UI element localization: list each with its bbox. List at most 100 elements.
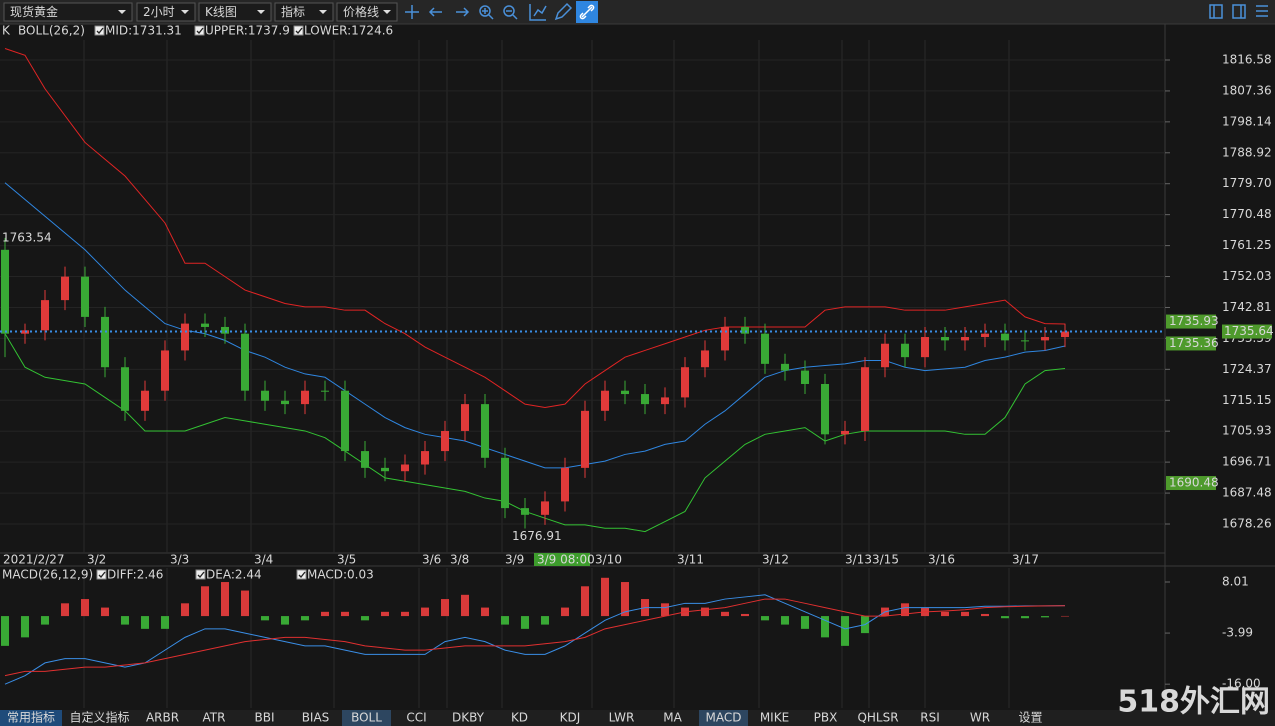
macd-bar (161, 616, 169, 629)
candle-body (921, 337, 929, 358)
tab[interactable] (801, 710, 850, 726)
tab[interactable] (342, 710, 391, 726)
zoom-in-icon[interactable] (479, 5, 491, 17)
tab[interactable] (750, 710, 799, 726)
candle-body (681, 367, 689, 398)
candle-body (501, 457, 509, 509)
x-tick-label: 3/13 (845, 553, 872, 567)
candle-body (61, 276, 69, 301)
tab[interactable] (137, 710, 188, 726)
select-box[interactable] (136, 2, 196, 22)
candle-body (1061, 331, 1069, 338)
select-box[interactable] (336, 2, 398, 22)
macd-bar (361, 616, 369, 621)
macd-bar (81, 599, 89, 617)
macd-line (4, 598, 1066, 677)
x-tick-label: 2021/2/27 (3, 553, 65, 567)
candle-body (281, 400, 289, 405)
candle-body (161, 350, 169, 391)
price-tag-box (1166, 314, 1216, 329)
candle-body (1021, 340, 1029, 342)
tab[interactable] (956, 710, 1004, 726)
y-tick-label: 8.01 (1222, 575, 1249, 589)
left-icon[interactable] (428, 7, 442, 17)
right-icon[interactable] (456, 7, 470, 17)
tab[interactable] (291, 710, 340, 726)
tab[interactable] (393, 710, 440, 726)
tab[interactable] (190, 710, 238, 726)
x-tick-label: 3/11 (677, 553, 704, 567)
macd-bar (981, 613, 989, 617)
tab-label: KD (511, 711, 528, 725)
x-tick-label: 3/3 (170, 553, 189, 567)
macd-bar (201, 586, 209, 617)
tab[interactable] (442, 710, 494, 726)
checkmark (196, 27, 204, 34)
crosshair-icon[interactable] (405, 5, 419, 19)
tab-label: 自定义指标 (69, 710, 129, 725)
select-box[interactable] (274, 2, 334, 22)
legend-checkbox[interactable] (96, 569, 107, 580)
legend-item: DIFF:2.46 (107, 568, 163, 582)
candle-body (1041, 337, 1049, 341)
tab[interactable] (852, 710, 904, 726)
candle-body (1, 249, 9, 334)
tab[interactable] (496, 710, 543, 726)
macd-bar (101, 607, 109, 617)
select-box[interactable] (3, 2, 133, 22)
tab-label: RSI (920, 711, 940, 725)
tab[interactable] (906, 710, 954, 726)
layout-icon-2[interactable] (1232, 4, 1246, 19)
tab[interactable] (597, 710, 646, 726)
layout-icon[interactable] (1209, 4, 1223, 19)
tab[interactable] (699, 710, 748, 726)
checkmark (96, 27, 104, 34)
x-tick-label: 3/17 (1012, 553, 1039, 567)
boll-line (4, 48, 1066, 408)
legend-item: DEA:2.44 (206, 568, 262, 582)
macd-bar (821, 616, 829, 638)
macd-bar (341, 611, 349, 617)
scale-icon[interactable] (529, 4, 547, 21)
x-tick-label: 3/6 (422, 553, 441, 567)
tab[interactable] (1006, 710, 1055, 726)
candle-body (141, 390, 149, 411)
candle-body (521, 508, 529, 515)
tab-label: BIAS (302, 711, 330, 725)
tab[interactable] (545, 710, 595, 726)
legend-checkbox[interactable] (296, 569, 307, 580)
y-tick-label: 1798.14 (1222, 114, 1272, 128)
macd-bar (441, 599, 449, 617)
macd-bar (501, 616, 509, 625)
macd-bar (1041, 616, 1049, 618)
draw-icon[interactable] (554, 2, 573, 21)
macd-bar (401, 611, 409, 617)
legend-checkbox[interactable] (195, 569, 206, 580)
legend-checkbox[interactable] (293, 25, 304, 36)
candle-body (741, 326, 749, 334)
y-tick-label: 1816.58 (1222, 52, 1272, 66)
candle-body (581, 410, 589, 468)
y-tick-label: 1752.03 (1222, 269, 1272, 283)
tab[interactable] (240, 710, 289, 726)
x-tick-label: 3/10 (595, 553, 622, 567)
candle-body (481, 404, 489, 458)
legend-checkbox[interactable] (194, 25, 205, 36)
x-tick-label: 3/5 (337, 553, 356, 567)
select-box[interactable] (198, 2, 272, 22)
tab[interactable] (64, 710, 135, 726)
macd-bar (581, 586, 589, 617)
candle-body (901, 343, 909, 358)
macd-bar (261, 616, 269, 621)
legend-checkbox[interactable] (94, 25, 105, 36)
tab[interactable] (648, 710, 697, 726)
menu-icon[interactable] (1256, 5, 1268, 17)
macd-bar (601, 577, 609, 617)
candle-body (41, 300, 49, 331)
zoom-out-icon[interactable] (503, 5, 515, 17)
x-tick-label: 3/2 (87, 553, 106, 567)
tab-label: ATR (203, 711, 226, 725)
tab[interactable] (0, 710, 62, 726)
